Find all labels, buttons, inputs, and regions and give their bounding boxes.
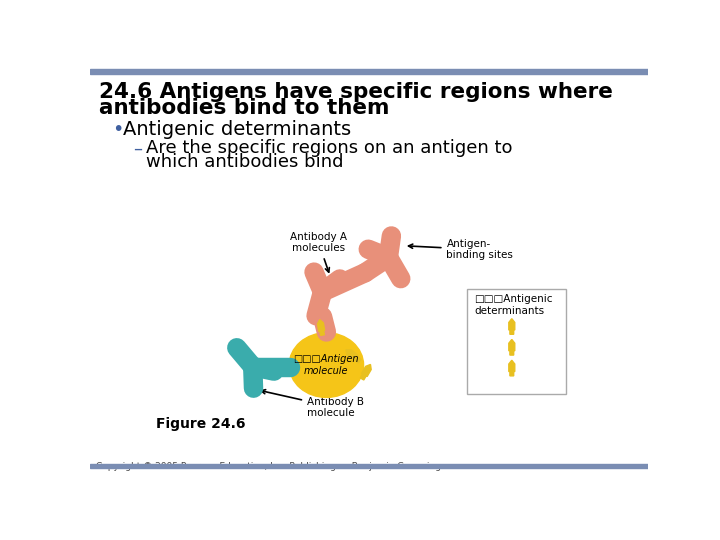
Circle shape bbox=[312, 267, 320, 275]
Circle shape bbox=[362, 244, 374, 255]
Text: Copyright © 2005 Pearson Education, Inc. Publishing as Benjamin Cummings: Copyright © 2005 Pearson Education, Inc.… bbox=[96, 462, 446, 470]
Text: •: • bbox=[112, 120, 123, 139]
Ellipse shape bbox=[289, 333, 364, 397]
Bar bbox=[90, 70, 648, 74]
Circle shape bbox=[308, 266, 320, 278]
Circle shape bbox=[268, 365, 280, 377]
Polygon shape bbox=[509, 319, 515, 334]
Text: which antibodies bind: which antibodies bind bbox=[145, 153, 343, 171]
Circle shape bbox=[334, 273, 346, 285]
Bar bbox=[90, 464, 648, 468]
Text: –: – bbox=[132, 139, 142, 158]
Text: Antibody A
molecules: Antibody A molecules bbox=[290, 232, 347, 272]
Circle shape bbox=[390, 232, 398, 240]
FancyBboxPatch shape bbox=[467, 289, 566, 394]
Polygon shape bbox=[318, 320, 325, 335]
Circle shape bbox=[269, 369, 278, 377]
Text: □□□Antigen
molecule: □□□Antigen molecule bbox=[294, 354, 359, 376]
Circle shape bbox=[363, 247, 372, 255]
Polygon shape bbox=[509, 360, 515, 376]
Polygon shape bbox=[346, 350, 361, 363]
Text: Antigen-
binding sites: Antigen- binding sites bbox=[408, 239, 513, 260]
Circle shape bbox=[252, 384, 260, 392]
Circle shape bbox=[337, 276, 346, 285]
Circle shape bbox=[248, 382, 259, 394]
Circle shape bbox=[385, 230, 397, 242]
Text: □□□Antigenic
determinants: □□□Antigenic determinants bbox=[474, 294, 553, 316]
Text: Are the specific regions on an antigen to: Are the specific regions on an antigen t… bbox=[145, 139, 513, 158]
Circle shape bbox=[365, 243, 373, 251]
Circle shape bbox=[270, 364, 279, 373]
Text: 24.6 Antigens have specific regions where: 24.6 Antigens have specific regions wher… bbox=[99, 82, 613, 102]
Polygon shape bbox=[509, 340, 515, 355]
Text: Antigenic determinants: Antigenic determinants bbox=[122, 120, 351, 139]
Text: Antibody B
molecule: Antibody B molecule bbox=[261, 390, 364, 418]
Circle shape bbox=[247, 384, 256, 393]
Text: Figure 24.6: Figure 24.6 bbox=[156, 416, 246, 430]
Circle shape bbox=[385, 232, 393, 240]
Polygon shape bbox=[360, 364, 372, 380]
Text: antibodies bind to them: antibodies bind to them bbox=[99, 98, 390, 118]
Circle shape bbox=[307, 269, 316, 277]
Circle shape bbox=[334, 273, 343, 281]
